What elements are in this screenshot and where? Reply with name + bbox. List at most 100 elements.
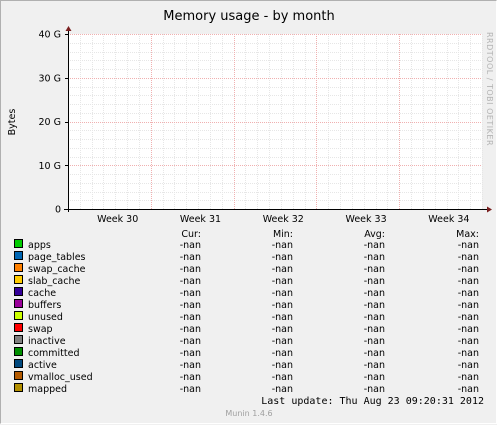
legend-swatch [14,275,23,284]
y-axis-arrow [65,26,72,31]
legend-avg-value: -nan [364,276,385,287]
legend-header-avg: Avg: [364,229,385,240]
legend-header-cur: Cur: [181,229,201,240]
y-tick-label: 40 G [39,30,61,41]
legend-min-value: -nan [272,348,293,359]
legend-cur-value: -nan [180,348,201,359]
legend-cur-value: -nan [180,264,201,275]
x-tick-label: Week 31 [180,214,221,225]
legend-cur-value: -nan [180,300,201,311]
legend-swatch [14,347,23,356]
legend-series-name: swap [28,324,53,335]
x-tick-label: Week 32 [263,214,304,225]
y-tick-labels: 0 10 G 20 G 30 G 40 G [39,30,68,216]
x-axis-arrow [487,206,492,213]
legend-max-value: -nan [458,372,479,383]
y-tick-label: 0 [55,205,61,216]
legend-series-name: cache [28,288,56,299]
legend-series-name: mapped [28,384,67,395]
legend-avg-value: -nan [364,336,385,347]
y-tick-label: 30 G [39,73,61,84]
legend: Cur: Min: Avg: Max:apps -nan -nan -nan -nanpage… [14,229,479,395]
legend-max-value: -nan [458,384,479,395]
legend-min-value: -nan [272,360,293,371]
legend-avg-value: -nan [364,252,385,263]
legend-min-value: -nan [272,276,293,287]
legend-cur-value: -nan [180,372,201,383]
legend-cur-value: -nan [180,336,201,347]
legend-cur-value: -nan [180,252,201,263]
legend-swatch [14,251,23,260]
legend-avg-value: -nan [364,324,385,335]
legend-max-value: -nan [458,252,479,263]
legend-series-name: apps [28,240,51,251]
legend-swatch [14,359,23,368]
legend-min-value: -nan [272,372,293,383]
legend-max-value: -nan [458,348,479,359]
y-axis-label: Bytes [7,109,18,136]
legend-swatch [14,263,23,272]
x-tick-label: Week 30 [97,214,138,225]
legend-cur-value: -nan [180,288,201,299]
legend-min-value: -nan [272,336,293,347]
last-update: Last update: Thu Aug 23 09:20:31 2012 [261,396,484,407]
legend-min-value: -nan [272,288,293,299]
legend-avg-value: -nan [364,348,385,359]
legend-cur-value: -nan [180,384,201,395]
legend-series-name: swap_cache [28,264,86,275]
munin-footer: Munin 1.4.6 [225,409,272,418]
legend-min-value: -nan [272,324,293,335]
legend-header-min: Min: [273,229,293,240]
legend-swatch [14,287,23,296]
legend-max-value: -nan [458,264,479,275]
legend-max-value: -nan [458,276,479,287]
legend-swatch [14,335,23,344]
legend-max-value: -nan [458,360,479,371]
legend-series-name: vmalloc_used [28,372,93,383]
x-tick-label: Week 33 [346,214,387,225]
y-tick-label: 10 G [39,161,61,172]
legend-avg-value: -nan [364,360,385,371]
legend-swatch [14,239,23,248]
legend-max-value: -nan [458,288,479,299]
legend-max-value: -nan [458,324,479,335]
chart-title: Memory usage - by month [163,9,334,24]
legend-swatch [14,383,23,392]
legend-swatch [14,311,23,320]
rrdtool-credit: RRDTOOL / TOBI OETIKER [485,32,494,146]
legend-max-value: -nan [458,312,479,323]
legend-cur-value: -nan [180,360,201,371]
legend-series-name: active [28,360,57,371]
x-tick-label: Week 34 [428,214,469,225]
legend-series-name: slab_cache [28,276,80,287]
x-tick-labels: Week 30 Week 31 Week 32 Week 33 Week 34 [97,214,469,225]
legend-swatch [14,323,23,332]
legend-series-name: unused [28,312,63,323]
legend-avg-value: -nan [364,384,385,395]
legend-avg-value: -nan [364,240,385,251]
legend-min-value: -nan [272,384,293,395]
legend-cur-value: -nan [180,312,201,323]
legend-avg-value: -nan [364,300,385,311]
legend-min-value: -nan [272,252,293,263]
legend-cur-value: -nan [180,276,201,287]
legend-min-value: -nan [272,300,293,311]
legend-min-value: -nan [272,312,293,323]
legend-swatch [14,299,23,308]
legend-cur-value: -nan [180,240,201,251]
legend-series-name: committed [28,348,80,359]
y-tick-label: 20 G [39,117,61,128]
legend-max-value: -nan [458,240,479,251]
legend-cur-value: -nan [180,324,201,335]
legend-series-name: page_tables [28,252,86,263]
plot-area [68,34,482,209]
legend-min-value: -nan [272,264,293,275]
legend-avg-value: -nan [364,312,385,323]
legend-max-value: -nan [458,336,479,347]
legend-series-name: buffers [28,300,61,311]
legend-avg-value: -nan [364,372,385,383]
legend-avg-value: -nan [364,264,385,275]
legend-series-name: inactive [28,336,66,347]
